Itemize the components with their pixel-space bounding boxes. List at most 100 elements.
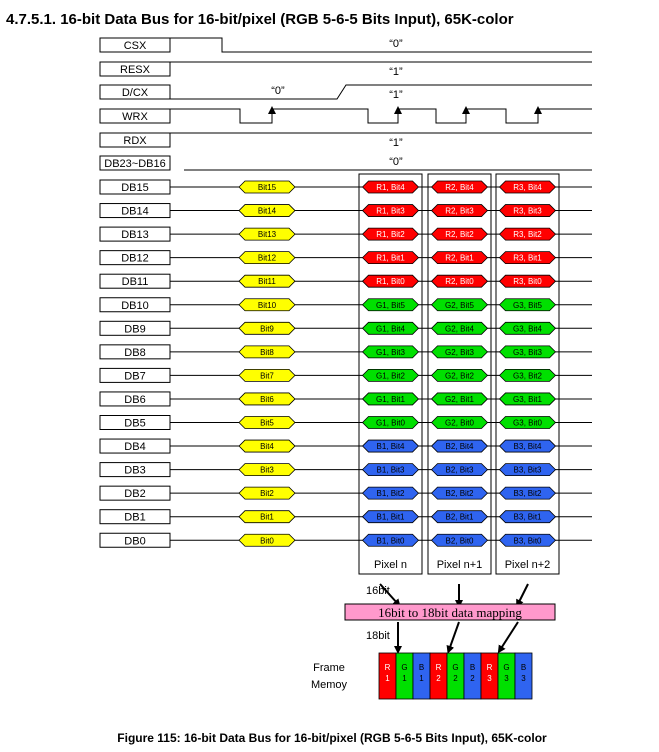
pixel-bit-label: B2, Bit0 (445, 536, 474, 545)
pixel-bit-hexagon (430, 251, 489, 265)
signal-name-box (99, 61, 171, 77)
pixel-bit-hexagon (361, 486, 420, 500)
frame-cell-channel: G (452, 663, 458, 672)
frame-cell-index: 2 (436, 674, 441, 683)
data-line-row: DB15 Bit15 R1, Bit4 R2, Bit4 R3, Bit4 (99, 179, 592, 195)
label-18bit: 18bit (366, 630, 390, 642)
signal-name: CSX (124, 40, 147, 52)
pixel-bit-hexagon (498, 463, 557, 476)
data-line-name: DB5 (124, 418, 145, 430)
data-line-row: DB5 Bit5 G1, Bit0 G2, Bit0 G3, Bit0 (99, 415, 592, 430)
data-line-name-box (99, 297, 171, 313)
mapping-label: 16bit to 18bit data mapping (378, 605, 522, 620)
pixel-bit-hexagon (498, 533, 557, 547)
data-line-name: DB7 (124, 370, 145, 382)
data-line-name-box (99, 415, 171, 430)
bit-label: Bit8 (260, 348, 274, 357)
data-line-name: DB3 (124, 465, 145, 477)
bit-hexagon (238, 298, 296, 312)
pixel-bit-hexagon (498, 439, 557, 453)
data-line-name-box (99, 250, 171, 266)
data-line-row: DB3 Bit3 B1, Bit3 B2, Bit3 B3, Bit3 (99, 462, 592, 478)
pixel-bit-label: R3, Bit3 (513, 207, 542, 216)
pixel-bit-hexagon (498, 416, 557, 429)
bit-label: Bit1 (260, 513, 274, 522)
bit-label: Bit9 (260, 324, 274, 333)
bit-label: Bit15 (258, 183, 277, 192)
bit-label: Bit4 (260, 442, 274, 451)
pixel-bit-label: R1, Bit4 (376, 183, 405, 192)
pixel-bit-label: G2, Bit5 (445, 301, 474, 310)
frame-memory-label: Frame (313, 662, 345, 674)
data-line-row: DB12 Bit12 R1, Bit1 R2, Bit1 R3, Bit1 (99, 250, 592, 266)
pixel-bit-hexagon (361, 510, 420, 524)
pixel-label: Pixel n+1 (437, 559, 483, 571)
data-line-row: DB9 Bit9 G1, Bit4 G2, Bit4 G3, Bit4 (99, 320, 592, 336)
pixel-bit-hexagon (498, 251, 557, 265)
control-signals: CSX RESX D/CX WRX RDX DB23~DB16 “0” “1” “0” “1” “1… (99, 37, 592, 171)
pixel-bit-label: B1, Bit4 (376, 442, 405, 451)
wrx-waveform (170, 108, 592, 124)
data-line-row: DB11 Bit11 R1, Bit0 R2, Bit0 R3, Bit0 (99, 273, 592, 289)
pixel-bit-hexagon (361, 439, 420, 453)
signal-name: RDX (123, 135, 147, 147)
pixel-bit-hexagon (430, 204, 489, 217)
pixel-bit-label: B3, Bit4 (513, 442, 542, 451)
pixel-bit-label: R1, Bit0 (376, 277, 405, 286)
pixel-bit-hexagon (430, 227, 489, 241)
pixel-bit-hexagon (430, 180, 489, 194)
pixel-bit-label: G1, Bit5 (376, 301, 405, 310)
signal-name: DB23~DB16 (104, 158, 165, 170)
control-signal-row: CSX (99, 37, 171, 53)
data-line-name-box (99, 273, 171, 289)
dcx-waveform (170, 84, 592, 100)
down-arrow (516, 583, 529, 608)
data-line-name-box (99, 532, 171, 548)
frame-memory-cell (514, 652, 533, 700)
signal-name: D/CX (122, 87, 149, 99)
pixel-bit-hexagon (498, 486, 557, 500)
frame-cell-index: 3 (487, 674, 492, 683)
pixel-bit-label: B1, Bit3 (376, 466, 405, 475)
data-line-name: DB12 (121, 253, 149, 265)
pixel-bit-hexagon (430, 439, 489, 453)
figure-caption: Figure 115: 16-bit Data Bus for 16-bit/p… (117, 731, 547, 745)
pixel-bit-label: G3, Bit1 (513, 395, 542, 404)
data-line-name-box (99, 344, 171, 360)
data-line-name: DB13 (121, 229, 149, 241)
pixel-bit-hexagon (430, 510, 489, 524)
data-line-name: DB10 (121, 300, 149, 312)
pixel-bit-label: G3, Bit0 (513, 419, 542, 428)
pixel-bit-label: R3, Bit2 (513, 230, 542, 239)
bit-hexagon (238, 533, 296, 547)
dcx-value-low: “0” (271, 85, 285, 97)
pixel-bit-label: R3, Bit4 (513, 183, 542, 192)
csx-value: “0” (389, 38, 403, 50)
pixel-bit-hexagon (361, 204, 420, 217)
signal-name: RESX (120, 64, 151, 76)
pixel-bit-label: G2, Bit4 (445, 324, 474, 333)
pixel-bit-label: G2, Bit0 (445, 419, 474, 428)
pixel-bit-hexagon (361, 463, 420, 476)
bit-hexagon (238, 204, 296, 217)
data-line-row: DB0 Bit0 B1, Bit0 B2, Bit0 B3, Bit0 (99, 532, 592, 548)
data-line-name: DB1 (124, 512, 145, 524)
control-signal-row: RDX (99, 132, 171, 148)
pixel-label: Pixel n+2 (505, 559, 551, 571)
mapping-bar (344, 603, 556, 621)
pixel-bit-label: R2, Bit4 (445, 183, 474, 192)
bit-hexagon (238, 369, 296, 382)
pixel-bit-hexagon (361, 251, 420, 265)
signal-name-box (99, 37, 171, 53)
pixel-bit-hexagon (430, 486, 489, 500)
bit-hexagon (238, 321, 296, 335)
pixel-bit-label: G2, Bit2 (445, 371, 474, 380)
frame-memory-label: Memoy (311, 679, 348, 691)
data-line-name-box (99, 226, 171, 242)
signal-name-box (99, 84, 171, 100)
pixel-bit-label: R2, Bit2 (445, 230, 474, 239)
bit-hexagon (238, 439, 296, 453)
pixel-bit-hexagon (361, 321, 420, 335)
data-line-name: DB2 (124, 488, 145, 500)
